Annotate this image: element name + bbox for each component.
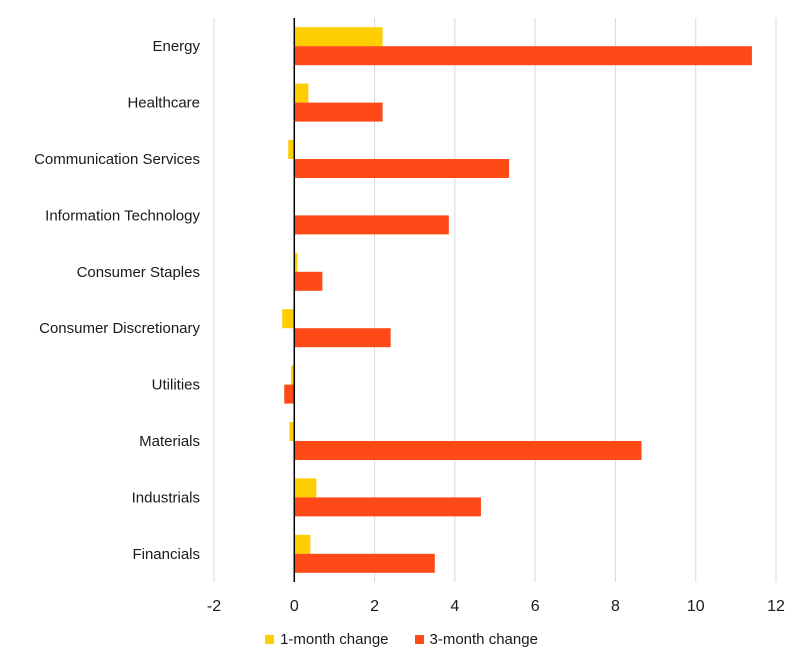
bar-3-month: [294, 497, 481, 517]
bar-1-month: [288, 140, 295, 159]
category-label: Information Technology: [45, 207, 200, 224]
bar-3-month: [294, 159, 510, 178]
category-label: Industrials: [132, 489, 200, 506]
legend-swatch-1-month: [265, 634, 275, 644]
x-tick-label: 10: [687, 598, 705, 615]
bar-3-month: [294, 441, 642, 460]
legend-label-3-month: 3-month change: [429, 630, 538, 648]
bar-3-month: [294, 328, 391, 348]
x-tick-label: 6: [531, 598, 540, 615]
x-tick-label: 0: [290, 598, 299, 615]
bar-3-month: [294, 46, 752, 66]
legend-item-3-month: 3-month change: [414, 630, 538, 648]
category-label: Materials: [139, 433, 200, 450]
bar-1-month: [294, 27, 383, 47]
category-label: Utilities: [152, 377, 200, 394]
bar-3-month: [294, 102, 383, 122]
x-tick-label: -2: [207, 598, 221, 615]
bar-3-month: [284, 384, 295, 404]
category-label: Healthcare: [127, 95, 200, 112]
bar-3-month: [294, 553, 435, 573]
x-tick-label: 2: [370, 598, 379, 615]
x-tick-labels: -2 0 2 4 6 8 10 12: [207, 598, 785, 615]
category-labels: Energy Healthcare Communication Services In…: [34, 38, 200, 563]
bar-1-month: [289, 422, 295, 441]
bar-1-month: [282, 309, 295, 329]
category-label: Energy: [152, 38, 200, 55]
legend-item-1-month: 1-month change: [265, 630, 389, 648]
bars: [282, 27, 752, 573]
bar-1-month: [294, 478, 317, 498]
bar-3-month: [294, 271, 323, 291]
bar-1-month: [294, 83, 309, 103]
bar-1-month: [294, 252, 298, 272]
bar-1-month: [294, 534, 311, 554]
x-tick-label: 8: [611, 598, 620, 615]
x-tick-label: 12: [767, 598, 785, 615]
category-label: Communication Services: [34, 151, 200, 168]
legend-swatch-3-month: [414, 634, 424, 644]
bar-1-month: [291, 365, 295, 385]
category-label: Consumer Staples: [77, 264, 200, 281]
category-label: Financials: [132, 546, 200, 563]
legend: 1-month change 3-month change: [0, 628, 803, 650]
legend-label-1-month: 1-month change: [280, 630, 389, 648]
bar-3-month: [294, 215, 449, 235]
category-label: Consumer Discretionary: [39, 320, 200, 337]
x-tick-label: 4: [450, 598, 459, 615]
